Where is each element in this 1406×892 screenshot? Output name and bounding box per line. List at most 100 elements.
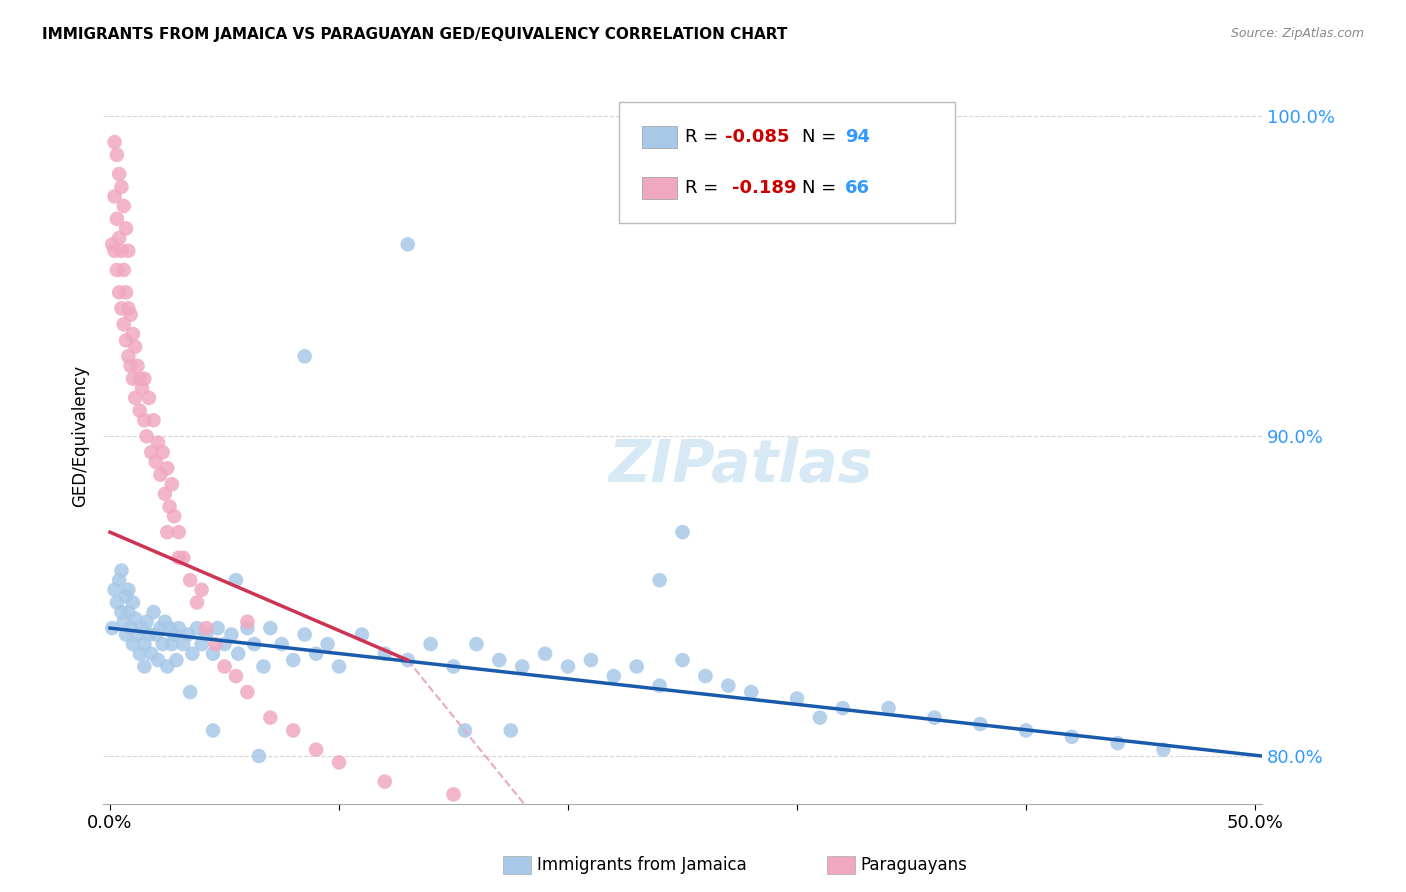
- Point: [172, 637, 194, 651]
- Point: [108, 285, 131, 300]
- Point: [186, 621, 208, 635]
- Point: [648, 573, 671, 587]
- Point: [134, 637, 156, 651]
- Point: [108, 231, 131, 245]
- Point: [510, 659, 533, 673]
- FancyBboxPatch shape: [643, 177, 676, 199]
- Point: [195, 621, 218, 635]
- Point: [152, 445, 174, 459]
- Point: [226, 647, 249, 661]
- Point: [1152, 742, 1174, 756]
- Point: [115, 627, 138, 641]
- Point: [328, 659, 350, 673]
- Point: [350, 627, 373, 641]
- Point: [105, 595, 128, 609]
- Text: Immigrants from Jamaica: Immigrants from Jamaica: [537, 856, 747, 874]
- Point: [156, 461, 179, 475]
- Point: [221, 627, 243, 641]
- Point: [108, 573, 131, 587]
- Point: [374, 774, 396, 789]
- Point: [419, 637, 441, 651]
- Text: N =: N =: [801, 128, 842, 146]
- Point: [159, 500, 181, 514]
- Point: [115, 334, 138, 348]
- Point: [225, 573, 247, 587]
- Point: [294, 627, 316, 641]
- Point: [122, 326, 145, 341]
- Point: [969, 717, 991, 731]
- Point: [142, 413, 165, 427]
- Point: [1107, 736, 1129, 750]
- Point: [128, 372, 150, 386]
- Point: [294, 349, 316, 363]
- Point: [167, 550, 190, 565]
- Point: [328, 756, 350, 770]
- Point: [112, 615, 135, 629]
- Point: [190, 637, 212, 651]
- Point: [117, 582, 139, 597]
- Point: [181, 647, 204, 661]
- Point: [924, 711, 946, 725]
- Point: [112, 263, 135, 277]
- Point: [153, 487, 176, 501]
- Point: [204, 637, 226, 651]
- Point: [190, 582, 212, 597]
- Point: [103, 244, 125, 258]
- Point: [127, 627, 149, 641]
- Point: [443, 788, 465, 802]
- Point: [177, 627, 200, 641]
- Point: [236, 615, 259, 629]
- Text: Source: ZipAtlas.com: Source: ZipAtlas.com: [1230, 27, 1364, 40]
- Point: [110, 179, 132, 194]
- Point: [167, 621, 190, 635]
- Point: [247, 749, 270, 764]
- Point: [156, 659, 179, 673]
- Point: [160, 477, 183, 491]
- Point: [105, 263, 128, 277]
- Point: [135, 615, 157, 629]
- Point: [202, 647, 225, 661]
- Point: [134, 659, 156, 673]
- Point: [283, 653, 305, 667]
- Point: [153, 615, 176, 629]
- Text: R =: R =: [685, 178, 730, 196]
- Point: [117, 349, 139, 363]
- Point: [138, 391, 160, 405]
- Point: [120, 621, 142, 635]
- Point: [396, 653, 419, 667]
- Point: [225, 669, 247, 683]
- Point: [103, 582, 125, 597]
- Point: [163, 627, 186, 641]
- Point: [152, 637, 174, 651]
- Point: [831, 701, 853, 715]
- Point: [214, 637, 236, 651]
- Point: [110, 605, 132, 619]
- Point: [112, 318, 135, 332]
- Point: [557, 659, 579, 673]
- Point: [626, 659, 648, 673]
- Point: [122, 595, 145, 609]
- Point: [145, 455, 167, 469]
- Point: [117, 605, 139, 619]
- Point: [695, 669, 717, 683]
- Point: [131, 621, 153, 635]
- Point: [671, 525, 693, 540]
- Point: [105, 211, 128, 226]
- Point: [167, 525, 190, 540]
- Point: [499, 723, 522, 738]
- Point: [259, 711, 281, 725]
- Point: [110, 564, 132, 578]
- Point: [252, 659, 274, 673]
- Text: IMMIGRANTS FROM JAMAICA VS PARAGUAYAN GED/EQUIVALENCY CORRELATION CHART: IMMIGRANTS FROM JAMAICA VS PARAGUAYAN GE…: [42, 27, 787, 42]
- Point: [443, 659, 465, 673]
- Point: [236, 621, 259, 635]
- Point: [134, 372, 156, 386]
- Point: [316, 637, 339, 651]
- Point: [103, 189, 125, 203]
- Point: [128, 647, 150, 661]
- Point: [141, 647, 163, 661]
- Point: [146, 435, 169, 450]
- Point: [717, 679, 740, 693]
- Point: [534, 647, 557, 661]
- Point: [112, 199, 135, 213]
